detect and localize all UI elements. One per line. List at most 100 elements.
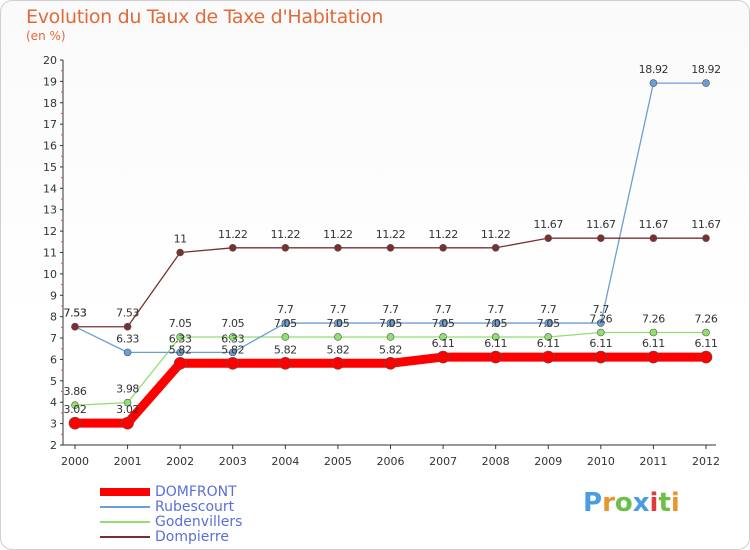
data-point-dompierre: [334, 243, 342, 252]
data-label-rubescourt: 7.7: [540, 303, 557, 316]
data-label-rubescourt: 6.33: [169, 332, 192, 345]
logo-letter: i: [670, 488, 680, 518]
data-point-godenvillers: [176, 333, 184, 341]
y-tick-label: 6: [50, 353, 57, 366]
data-point-dompierre: [281, 243, 290, 252]
data-label-godenvillers: 3.86: [64, 385, 87, 398]
data-point-domfront: [331, 356, 345, 370]
data-label-domfront: 5.82: [221, 343, 244, 356]
data-point-dompierre: [544, 234, 553, 242]
data-label-rubescourt: 6.33: [116, 332, 139, 345]
legend-item-godenvillers: Godenvillers: [100, 514, 242, 530]
y-tick-label: 2: [50, 439, 57, 452]
data-label-dompierre: 11.22: [323, 228, 353, 241]
data-label-godenvillers: 7.05: [221, 317, 244, 330]
data-point-rubescourt: [702, 79, 710, 87]
data-point-godenvillers: [334, 333, 342, 341]
data-point-domfront: [541, 350, 555, 364]
legend-item-dompierre: Dompierre: [100, 528, 242, 545]
data-point-godenvillers: [491, 333, 500, 341]
y-tick-label: 16: [43, 140, 57, 153]
data-point-dompierre: [228, 243, 237, 252]
y-tick-label: 11: [43, 247, 57, 260]
data-point-domfront: [68, 416, 82, 430]
x-tick-label: 2000: [61, 455, 89, 468]
data-point-rubescourt: [176, 348, 184, 357]
data-label-rubescourt: 7.53: [64, 307, 87, 320]
data-label-domfront: 5.82: [379, 343, 402, 356]
data-label-rubescourt: 6.33: [221, 332, 244, 345]
x-tick-label: 2004: [271, 455, 299, 468]
y-tick-label: 3: [50, 418, 57, 431]
data-label-godenvillers: 7.26: [695, 312, 718, 325]
x-tick-label: 2007: [429, 455, 457, 468]
data-label-dompierre: 11.22: [481, 228, 511, 241]
logo-letter: r: [602, 488, 615, 518]
data-label-dompierre: 11.67: [639, 218, 669, 231]
x-tick-label: 2008: [482, 455, 510, 468]
data-point-rubescourt: [649, 79, 658, 87]
data-point-godenvillers: [544, 333, 553, 341]
data-label-godenvillers: 7.26: [589, 312, 612, 325]
data-label-dompierre: 11.22: [376, 228, 406, 241]
data-label-domfront: 3.02: [64, 403, 87, 416]
data-point-godenvillers: [228, 333, 237, 341]
data-point-godenvillers: [649, 328, 658, 337]
data-point-rubescourt: [281, 319, 290, 327]
data-label-dompierre: 11.67: [691, 218, 721, 231]
data-label-domfront: 6.11: [537, 337, 560, 350]
y-tick-label: 9: [50, 289, 57, 302]
y-tick-label: 4: [50, 396, 57, 409]
data-label-godenvillers: 7.05: [274, 317, 297, 330]
data-point-godenvillers: [439, 333, 447, 341]
data-point-dompierre: [702, 234, 710, 242]
data-label-domfront: 5.82: [326, 343, 349, 356]
x-tick-label: 2001: [114, 455, 142, 468]
logo-letter: t: [658, 488, 671, 518]
data-label-domfront: 6.11: [695, 337, 718, 350]
y-tick-label: 12: [43, 225, 57, 238]
data-point-rubescourt: [123, 348, 132, 357]
data-point-domfront: [647, 350, 660, 364]
legend-swatch: [100, 535, 150, 538]
chart-title: Evolution du Taux de Taxe d'Habitation: [26, 6, 384, 28]
y-tick-label: 14: [43, 182, 57, 195]
legend-swatch: [100, 505, 150, 508]
data-point-dompierre: [71, 322, 79, 331]
data-label-dompierre: 11.22: [428, 228, 458, 241]
data-point-dompierre: [386, 243, 395, 252]
x-tick-label: 2002: [166, 455, 194, 468]
data-label-dompierre: 11.67: [586, 218, 616, 231]
x-tick-label: 2009: [534, 455, 562, 468]
x-tick-label: 2003: [219, 455, 247, 468]
data-point-rubescourt: [439, 319, 447, 327]
y-tick-label: 7: [50, 332, 57, 345]
y-tick-label: 19: [43, 75, 57, 88]
data-label-dompierre: 11.22: [271, 228, 301, 241]
y-tick-label: 20: [43, 54, 57, 67]
data-point-rubescourt: [228, 348, 237, 357]
data-label-dompierre: 11.22: [218, 228, 248, 241]
legend-label: Dompierre: [155, 528, 229, 545]
data-label-rubescourt: 7.7: [277, 303, 294, 316]
data-label-dompierre: 7.53: [64, 307, 87, 320]
data-label-godenvillers: 7.26: [642, 312, 665, 325]
data-point-domfront: [173, 356, 187, 370]
data-label-godenvillers: 7.05: [379, 317, 402, 330]
data-point-godenvillers: [71, 401, 79, 410]
legend-label: Rubescourt: [155, 498, 235, 515]
logo-letter: o: [614, 488, 633, 518]
y-tick-label: 15: [43, 161, 57, 174]
data-label-dompierre: 7.53: [116, 307, 139, 320]
data-point-godenvillers: [123, 398, 132, 407]
data-label-rubescourt: 7.7: [330, 303, 347, 316]
legend-label: DOMFRONT: [155, 483, 237, 500]
data-label-rubescourt: 18.92: [639, 63, 669, 76]
y-tick-label: 13: [43, 204, 57, 217]
y-tick-label: 5: [50, 375, 57, 388]
x-tick-label: 2010: [587, 455, 615, 468]
legend-swatch: [100, 487, 150, 496]
data-label-domfront: 6.11: [432, 337, 455, 350]
data-point-dompierre: [649, 234, 658, 242]
